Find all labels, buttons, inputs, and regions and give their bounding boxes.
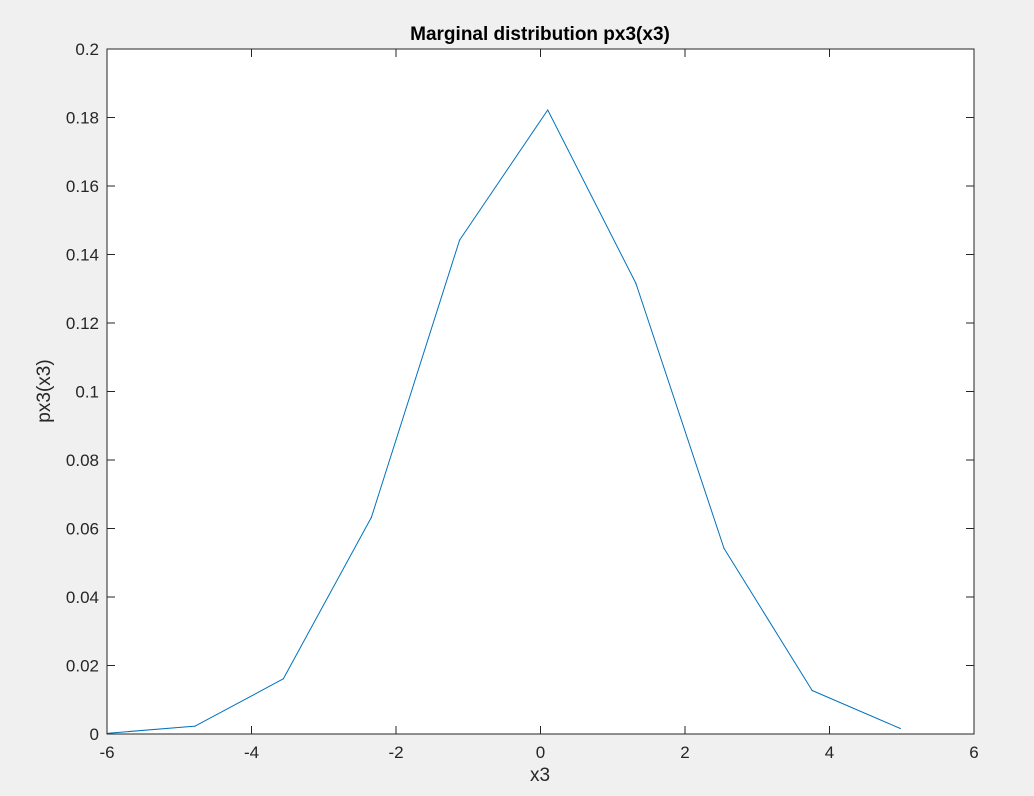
x-tick-label: -4 [244, 743, 259, 762]
data-point [635, 282, 637, 284]
axes-background [107, 49, 974, 734]
y-tick-label: 0.14 [66, 246, 99, 265]
x-tick-label: -6 [99, 743, 114, 762]
y-tick-label: 0.06 [66, 520, 99, 539]
x-tick-label: 2 [680, 743, 689, 762]
x-axis-label: x3 [530, 765, 550, 786]
y-tick-label: 0.2 [75, 40, 99, 59]
data-point [282, 678, 284, 680]
x-axis-ticks: -6 -4 -2 0 2 4 6 [99, 49, 979, 762]
data-point [811, 689, 813, 692]
y-tick-label: 0.16 [66, 177, 99, 196]
x-tick-label: 4 [825, 743, 834, 762]
data-point [899, 727, 901, 730]
chart-title: Marginal distribution px3(x3) [410, 24, 670, 45]
y-tick-label: 0.04 [66, 588, 99, 607]
data-point [458, 239, 461, 241]
data-point [370, 516, 373, 518]
y-tick-label: 0.18 [66, 109, 99, 128]
y-tick-label: 0 [90, 725, 99, 744]
x-tick-label: 6 [969, 743, 978, 762]
data-point [194, 725, 196, 727]
data-point [723, 547, 725, 549]
y-tick-label: 0.08 [66, 451, 99, 470]
y-axis-label: px3(x3) [34, 359, 55, 422]
axes-box [106, 48, 975, 735]
y-tick-label: 0.12 [66, 314, 99, 333]
y-tick-label: 0.1 [75, 383, 99, 402]
y-tick-label: 0.02 [66, 657, 99, 676]
x-tick-label: -2 [388, 743, 403, 762]
series-line-0 [106, 109, 901, 734]
x-tick-label: 0 [536, 743, 545, 762]
data-point [547, 109, 549, 111]
y-axis-ticks: 0 0.02 0.04 0.06 0.08 0.1 0.12 0.14 0.16 0.18 0.2 [66, 40, 974, 744]
